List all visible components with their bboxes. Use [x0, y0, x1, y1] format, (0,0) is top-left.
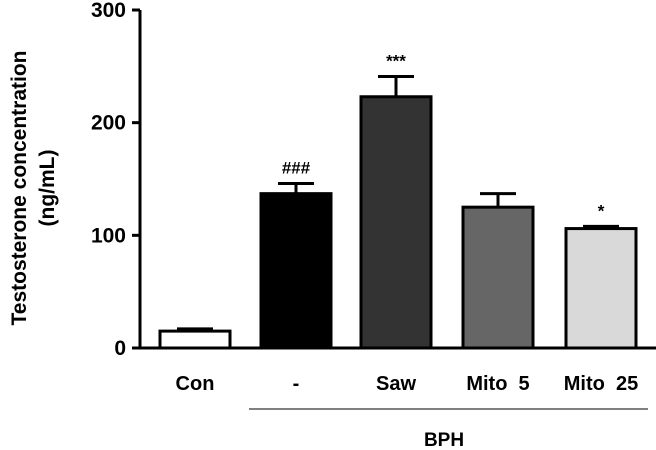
category-labels: Con - Saw Mito 5 Mito 25: [176, 373, 639, 395]
category-label: Mito 5: [466, 373, 529, 395]
significance-label: ***: [386, 51, 406, 70]
bar: [359, 95, 433, 350]
bars: ###****: [158, 51, 638, 350]
y-axis-label-line2: (ng/mL): [36, 150, 59, 227]
category-label: Mito 25: [564, 373, 638, 395]
group-bracket: BPH: [249, 408, 648, 450]
category-label: Con: [176, 373, 215, 395]
group-label: BPH: [424, 430, 464, 450]
significance-label: ###: [282, 159, 311, 178]
y-tick-label: 0: [114, 337, 126, 360]
bar: [259, 192, 333, 350]
bar: [564, 227, 638, 350]
category-label: Saw: [376, 373, 416, 395]
y-axis-label: Testosterone concentration (ng/mL): [8, 51, 59, 326]
significance-label: *: [598, 201, 605, 220]
y-tick-label: 300: [91, 0, 126, 22]
y-axis-label-line1: Testosterone concentration: [8, 51, 31, 326]
y-tick-label: 200: [91, 112, 126, 135]
category-label: -: [293, 373, 300, 395]
bar: [158, 329, 232, 350]
bar: [461, 205, 535, 350]
y-tick-label: 100: [91, 224, 126, 247]
